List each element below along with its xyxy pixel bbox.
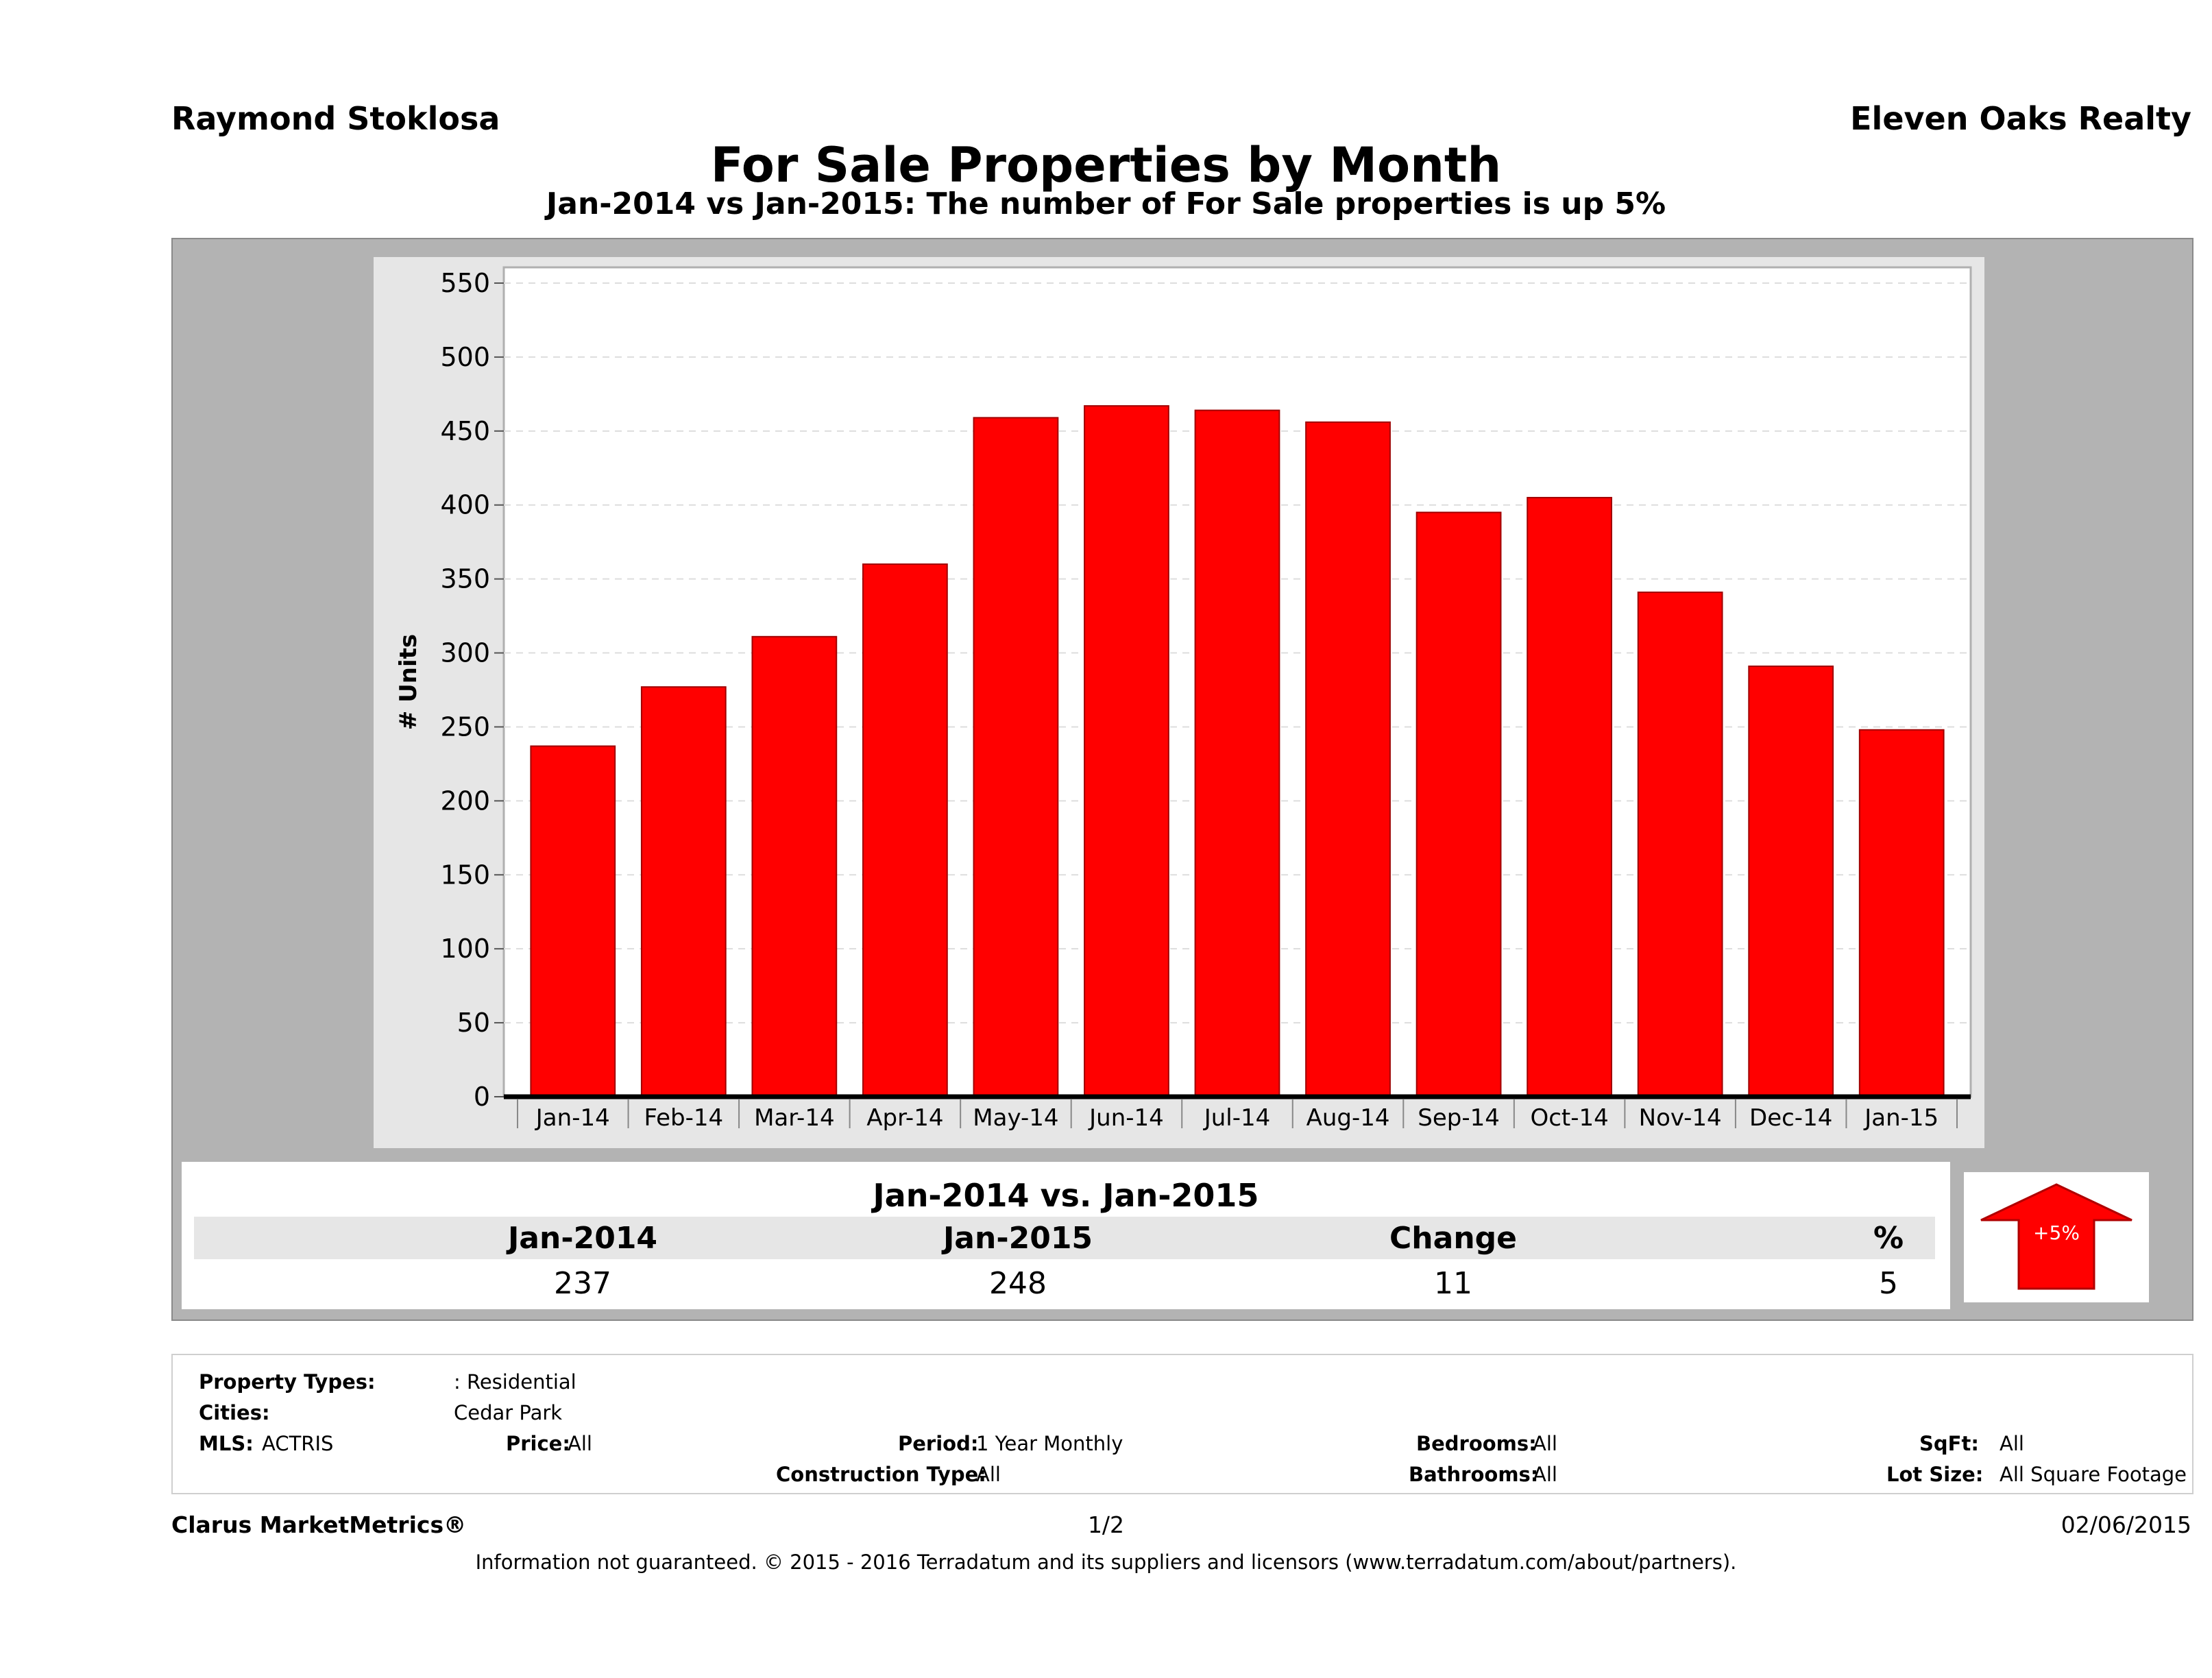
sqft-value: All [2000,1432,2024,1455]
x-tick-label: Apr-14 [866,1104,943,1132]
cities-label: Cities: [199,1401,270,1424]
bar-jul-14 [1194,409,1280,1097]
x-tick-label: Sep-14 [1418,1104,1500,1132]
bathrooms-value: All [1533,1463,1557,1486]
bar-sep-14 [1415,511,1502,1097]
lot-size-value: All Square Footage [2000,1463,2187,1486]
disclaimer: Information not guaranteed. © 2015 - 201… [475,1551,1737,1574]
y-tick-label: 450 [440,416,490,446]
construction-type-value: All [976,1463,1001,1486]
summary-label-change: Change [1389,1221,1517,1256]
y-tick-label: 300 [440,638,490,668]
x-tick-label: Aug-14 [1306,1104,1390,1132]
bar-may-14 [973,417,1059,1098]
bar-jan-15 [1858,729,1945,1097]
y-axis-ticks: 0 50 100 150 200 250 300 350 400 450 500 550 [440,268,504,1112]
price-value: All [568,1432,592,1455]
bar-nov-14 [1637,592,1723,1097]
construction-type-label: Construction Type: [776,1463,986,1486]
page-number: 1/2 [1087,1511,1125,1538]
search-criteria: Property Types: : Residential Cities: Ce… [171,1354,2193,1494]
x-axis-ticks: Jan-14 Feb-14 Mar-14 Apr-14 May-14 Jun-14 Jul-… [517,1099,1958,1132]
summary-label-band [194,1217,1935,1259]
bar-oct-14 [1527,496,1612,1098]
up-arrow-icon: +5% [1980,1183,2132,1290]
property-types-label: Property Types: [199,1370,376,1394]
bathrooms-label: Bathrooms: [1409,1463,1539,1486]
comparison-summary: Jan-2014 vs. Jan-2015 Jan-2014 Jan-2015 … [182,1162,1950,1309]
x-tick-label: Mar-14 [754,1104,835,1132]
y-tick-label: 250 [440,712,490,742]
x-tick-label: Oct-14 [1530,1104,1608,1132]
y-tick-label: 500 [440,342,490,372]
bar-dec-14 [1748,665,1834,1097]
bar-jan-14 [530,745,616,1098]
brokerage-name: Eleven Oaks Realty [1850,100,2191,137]
bar-feb-14 [640,686,727,1097]
summary-heading-band [194,1169,1935,1213]
summary-value-percent: 5 [1879,1266,1898,1301]
summary-value-jan-2014: 237 [554,1266,611,1301]
summary-label-jan-2014: Jan-2014 [507,1221,658,1256]
x-tick-label: Nov-14 [1639,1104,1722,1132]
x-tick-label: Jan-15 [1863,1104,1938,1132]
period-value: 1 Year Monthly [976,1432,1123,1455]
change-indicator: +5% [1964,1172,2149,1302]
y-tick-label: 550 [440,268,490,298]
y-axis-label: # Units [395,634,422,730]
x-tick-label: Jul-14 [1203,1104,1271,1132]
lot-size-label: Lot Size: [1886,1463,1984,1486]
bedrooms-label: Bedrooms: [1416,1432,1537,1455]
y-tick-label: 150 [440,860,490,890]
mls-label: MLS: [199,1432,254,1455]
mls-value: ACTRIS [262,1432,334,1455]
y-tick-label: 0 [474,1082,490,1112]
bar-mar-14 [751,635,838,1097]
x-tick-label: Feb-14 [644,1104,723,1132]
y-tick-label: 400 [440,490,490,520]
sqft-label: SqFt: [1919,1432,1979,1455]
product-name: Clarus MarketMetrics® [171,1511,467,1538]
y-tick-label: 200 [440,786,490,816]
bar-chart: 0 50 100 150 200 250 300 350 400 450 500 550 Jan-14… [395,266,1972,1132]
x-tick-label: Jan-14 [535,1104,610,1132]
period-label: Period: [898,1432,979,1455]
summary-label-percent: % [1873,1221,1904,1256]
y-tick-label: 100 [440,934,490,964]
bar-jun-14 [1084,405,1169,1097]
summary-value-jan-2015: 248 [989,1266,1047,1301]
price-label: Price: [506,1432,570,1455]
chart-title: For Sale Properties by Month [710,137,1502,193]
change-badge-text: +5% [2033,1221,2080,1244]
summary-heading: Jan-2014 vs. Jan-2015 [873,1177,1259,1214]
bars [530,405,1945,1098]
summary-value-change: 11 [1434,1266,1472,1301]
bedrooms-value: All [1533,1432,1557,1455]
chart-subtitle: Jan-2014 vs Jan-2015: The number of For … [546,186,1666,221]
agent-name: Raymond Stoklosa [171,100,500,137]
x-tick-label: Dec-14 [1749,1104,1832,1132]
x-tick-label: May-14 [973,1104,1058,1132]
bar-aug-14 [1305,421,1391,1098]
summary-label-jan-2015: Jan-2015 [943,1221,1093,1256]
property-types-value: : Residential [454,1370,576,1394]
cities-value: Cedar Park [454,1401,563,1424]
y-tick-label: 350 [440,564,490,594]
summary-value-band [194,1263,1935,1302]
bar-apr-14 [862,563,948,1097]
report-date: 02/06/2015 [2061,1511,2191,1538]
x-tick-label: Jun-14 [1088,1104,1164,1132]
y-tick-label: 50 [457,1008,490,1038]
